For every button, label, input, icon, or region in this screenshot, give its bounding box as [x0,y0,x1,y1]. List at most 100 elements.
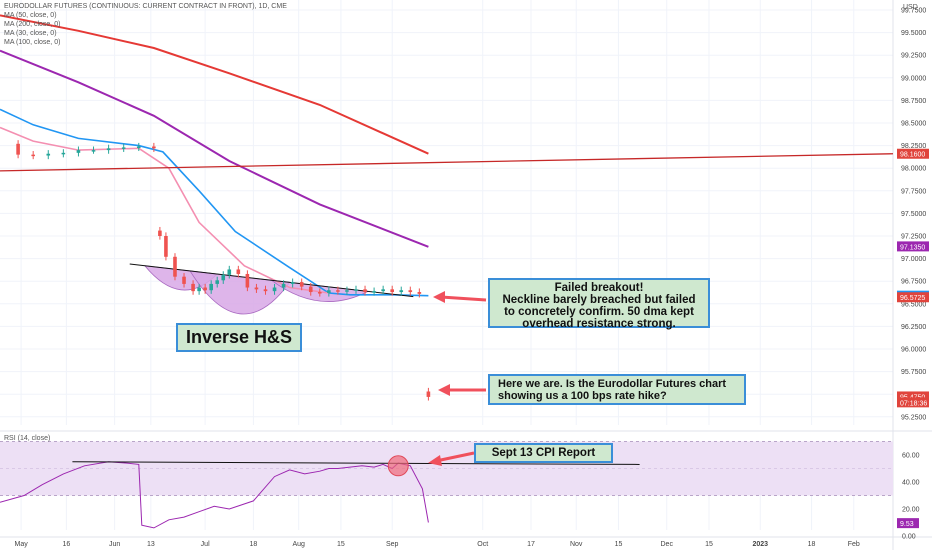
chart-title: EURODOLLAR FUTURES (CONTINUOUS: CURRENT … [4,3,287,10]
failed-breakout-callout: Failed breakout! Neckline barely breache… [488,278,710,330]
ma-line-200 [0,14,429,155]
x-tick-label: Dec [661,541,674,548]
rsi-band [0,441,893,496]
candle-body [327,290,331,293]
y-tick-label: 97.5000 [901,211,926,218]
x-tick-label: 13 [147,541,155,548]
candle-body [308,286,313,293]
y-tick-label: 97.2500 [901,234,926,241]
candle-body [164,236,168,257]
x-axis: May 16 Jun 13 Jul 18 Aug 15 Sep Oct 17 Nov 15 Dec 15 20… [15,541,860,548]
candle-body [227,269,232,275]
y-tick-label: 96.0000 [901,347,926,354]
x-tick-label: Jun [109,541,120,548]
arrow-cpi-head [428,455,442,466]
rsi-tick-label: 40.00 [902,480,920,487]
y-tick-label: 96.5000 [901,301,926,308]
candle-body [390,289,394,293]
rsi-badge-text: 9.53 [900,521,914,528]
y-tick-label: 95.7500 [901,369,926,376]
cpi-callout: Sept 13 CPI Report [474,443,613,463]
candle-body [345,290,349,292]
candle-body [173,256,177,277]
candle-body [221,274,226,281]
candle-body [152,146,156,149]
candle-body [76,150,81,153]
price-badge-text: 98.1600 [900,152,925,159]
candle-body [91,150,96,152]
candle-body [272,287,277,292]
annotation-arrows [428,291,487,466]
currency-label: USD [903,4,918,11]
x-tick-label: 18 [808,541,816,548]
y-tick-label: 98.2500 [901,143,926,150]
candle-body [336,290,340,292]
candle-body [399,290,404,293]
y-tick-label: 99.0000 [901,75,926,82]
candle-body [106,148,111,151]
rsi-series [0,455,640,529]
x-tick-label: 15 [705,541,713,548]
price-badge-text: 07:18:36 [900,400,927,407]
candle-body [61,152,66,155]
candle-body [372,291,376,293]
x-tick-label: 18 [250,541,258,548]
rsi-level-line [72,461,640,465]
x-tick-label: May [15,541,29,548]
x-tick-label: 15 [337,541,345,548]
candle-body [381,289,385,292]
candle-body [203,287,207,291]
rate-hike-callout: Here we are. Is the Eurodollar Futures c… [488,374,746,405]
pattern-shading [143,265,370,315]
candle-body [236,269,241,274]
ma-lines [0,14,894,298]
ma-line-100 [0,49,429,248]
candle-body [245,273,250,288]
x-tick-label: Feb [848,541,860,548]
x-tick-label: 17 [527,541,535,548]
arrow-failed-breakout-head [433,291,445,303]
ma-line-500 [0,108,429,297]
price-badge [897,397,929,408]
ma-30-label: MA (30, close, 0) [4,30,57,37]
x-tick-label: 16 [62,541,70,548]
rsi-tick-label: 60.00 [902,453,920,460]
candle-body [281,283,286,288]
candle-body [215,280,220,284]
price-badge [897,292,929,303]
rsi-legend: RSI (14, close) [4,435,51,442]
y-tick-label: 99.5000 [901,30,926,37]
price-badge-text: 97.1350 [900,244,925,251]
candle-body [182,276,186,284]
rsi-badge [897,518,919,529]
y-tick-label: 98.0000 [901,166,926,173]
price-badge [897,148,929,159]
y-tick-label: 96.7500 [901,279,926,286]
candle-body [417,292,422,294]
price-badge-text: 96.5725 [900,295,925,302]
x-tick-label: Oct [477,541,488,548]
chart-legend: EURODOLLAR FUTURES (CONTINUOUS: CURRENT … [4,2,287,47]
pattern-label: Inverse H&S [176,323,302,352]
ma-200-label: MA (200, close, 0) [4,21,61,28]
y-tick-label: 97.7500 [901,188,926,195]
x-tick-label: 15 [615,541,623,548]
candle-body [209,283,213,291]
y-tick-label: 97.0000 [901,256,926,263]
ma-50-label: MA (50, close, 0) [4,12,57,19]
candle-body [46,153,51,156]
rsi-axis: 60.00 40.00 20.00 0.00 9.53 [897,453,920,541]
x-tick-label: Nov [570,541,583,548]
candle-body [16,143,20,155]
candle-body [197,287,201,292]
y-tick-label: 99.7500 [901,8,926,15]
candle-body [191,283,195,292]
candle-body [263,289,268,292]
candle-body [31,154,35,157]
y-tick-label: 95.2500 [901,414,926,421]
price-badge [897,241,929,252]
candle-body [121,147,126,149]
candle-body [136,146,141,149]
